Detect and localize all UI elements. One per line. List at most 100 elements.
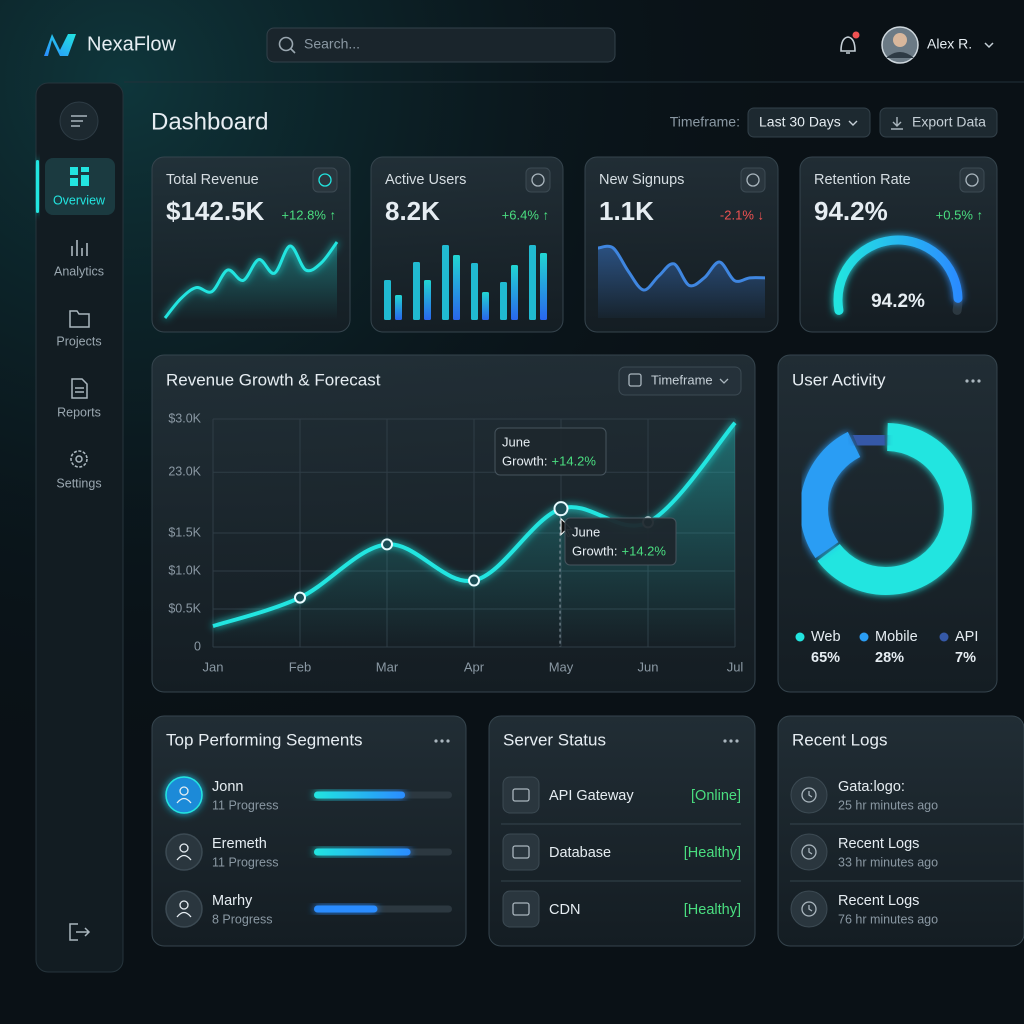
tooltip-value: +14.2% — [552, 453, 597, 468]
card-title: Recent Logs — [792, 730, 887, 749]
legend-label: Mobile — [875, 629, 918, 645]
search-placeholder: Search... — [304, 36, 360, 52]
notification-bell[interactable] — [840, 36, 856, 54]
timeframe-select[interactable] — [747, 107, 871, 138]
segment-detail: 11 Progress — [212, 855, 278, 869]
sparkline-bar — [395, 295, 402, 320]
more-menu-dot[interactable] — [446, 739, 450, 743]
search-box[interactable] — [266, 27, 616, 63]
overview-icon — [70, 167, 89, 186]
sparkline-bar — [453, 255, 460, 320]
x-tick-label: Jun — [638, 659, 659, 674]
x-tick-label: Apr — [464, 659, 485, 674]
server-icon-glyph — [512, 902, 530, 916]
avatar-icon — [176, 797, 192, 804]
log-name: Recent Logs — [838, 836, 919, 852]
content: Overview Analytics Projects Reports Settings… — [53, 156, 1024, 947]
kpi-icon — [740, 167, 766, 193]
server-status: [Healthy] — [684, 845, 741, 861]
sparkline-bar — [424, 280, 431, 320]
kpi-value: 8.2K — [385, 196, 440, 226]
y-tick-label: 23.0K — [168, 464, 201, 478]
server-status: [Healthy] — [684, 902, 741, 918]
user-menu-chevron[interactable] — [984, 42, 994, 49]
more-menu-dot[interactable] — [965, 379, 969, 383]
search-icon — [278, 36, 294, 52]
nav-label[interactable]: Overview — [53, 193, 106, 207]
chart-timeframe-button[interactable] — [618, 366, 742, 396]
nav-label[interactable]: Projects — [56, 334, 101, 348]
chevron — [719, 378, 729, 384]
chart-card — [777, 354, 998, 693]
tooltip — [494, 427, 607, 476]
nav-label[interactable]: Analytics — [54, 264, 104, 278]
more-menu-dot[interactable] — [971, 379, 975, 383]
x-tick-label: Jul — [727, 659, 744, 674]
avatar-body — [886, 52, 914, 58]
sparkline-area — [598, 246, 765, 318]
tooltip-title: June — [572, 524, 600, 539]
kpi-icon-glyph — [531, 173, 545, 187]
export-button[interactable] — [879, 107, 998, 138]
kpi-value: $142.5K — [166, 196, 265, 226]
tooltip-label: Growth: — [502, 453, 548, 468]
active-nav-highlight — [45, 158, 115, 215]
server-icon — [502, 833, 540, 871]
kpi-label: New Signups — [599, 172, 684, 188]
server-status: [Online] — [691, 788, 741, 804]
brand: NexaFlow — [87, 33, 176, 55]
more-menu-dot[interactable] — [729, 739, 733, 743]
more-menu-dot[interactable] — [723, 739, 727, 743]
more-menu-dot[interactable] — [434, 739, 438, 743]
kpi-icon-glyph — [965, 173, 979, 187]
donut-segment — [817, 423, 972, 595]
card-title: Server Status — [503, 730, 606, 749]
user-name[interactable]: Alex R. — [927, 36, 972, 52]
export-label: Export Data — [912, 114, 986, 130]
line-area — [213, 422, 735, 647]
tooltip — [564, 517, 677, 566]
tooltip-title: June — [502, 434, 530, 449]
sparkline — [597, 244, 766, 292]
segment-name: Eremeth — [212, 836, 267, 852]
y-tick-label: $0.5K — [168, 601, 201, 615]
segment-name: Marhy — [212, 893, 253, 909]
data-point[interactable] — [553, 501, 569, 517]
nav-label[interactable]: Reports — [57, 405, 101, 419]
avatar-icon — [176, 911, 192, 918]
legend-value: 65% — [811, 650, 840, 666]
tooltip-value: +14.2% — [622, 543, 667, 558]
kpi-label: Active Users — [385, 172, 466, 188]
search-icon — [290, 48, 296, 54]
export-icon — [891, 117, 903, 130]
legend-value: 28% — [875, 650, 904, 666]
data-point[interactable] — [381, 538, 393, 551]
nav-label[interactable]: Settings — [56, 476, 101, 490]
more-menu-dot[interactable] — [977, 379, 981, 383]
segments-card — [151, 715, 467, 947]
kpi-change: -2.1% ↓ — [720, 207, 764, 222]
donut-segment — [800, 431, 861, 559]
logout-icon[interactable] — [69, 923, 91, 941]
legend-value: 7% — [955, 650, 976, 666]
avatar-face — [893, 33, 907, 47]
chart-timeframe-label: Timeframe — [651, 372, 713, 387]
analytics-icon — [71, 240, 88, 256]
log-icon-glyph — [801, 901, 817, 917]
kpi-change: +0.5% ↑ — [936, 207, 983, 222]
more-menu-dot[interactable] — [735, 739, 739, 743]
settings-icon — [70, 450, 88, 468]
sparkline-bar — [442, 245, 449, 320]
more-menu-dot[interactable] — [440, 739, 444, 743]
data-point[interactable] — [294, 591, 306, 604]
progress-fill — [314, 791, 406, 799]
legend-dot — [795, 632, 805, 642]
x-tick-label: Jan — [203, 659, 224, 674]
sparkline — [163, 241, 339, 319]
data-point[interactable] — [468, 574, 480, 587]
segment-detail: 8 Progress — [212, 912, 272, 926]
menu-icon — [71, 115, 87, 127]
timeframe-value: Last 30 Days — [759, 114, 841, 130]
logo — [44, 34, 76, 56]
